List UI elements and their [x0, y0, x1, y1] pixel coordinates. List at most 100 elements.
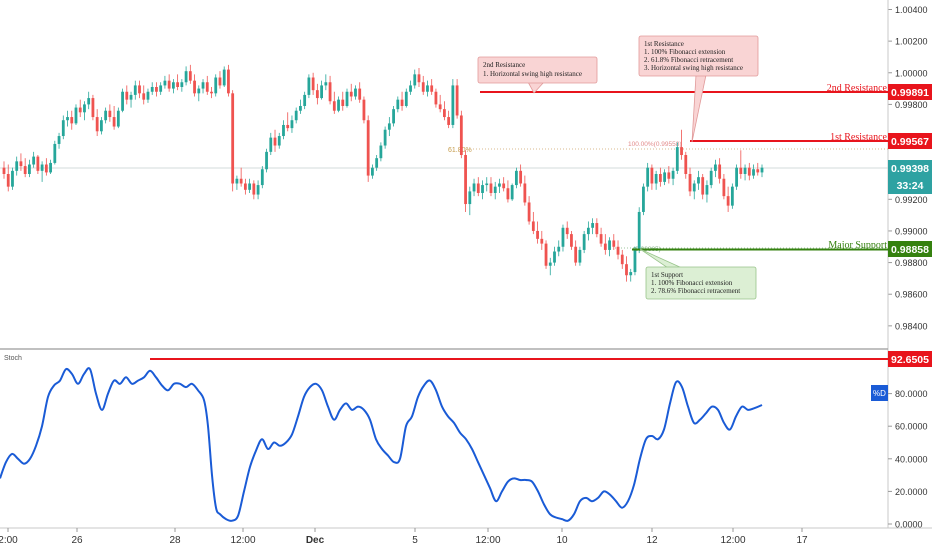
price-tick-label-1: 1.00200: [895, 37, 928, 47]
candle: [523, 175, 527, 206]
annotation-r1-line2: 1. 100% Fibonacci extension: [644, 48, 726, 56]
major-support-label: Major Support: [828, 240, 887, 251]
candle: [510, 183, 514, 201]
candle: [188, 64, 192, 84]
candle: [451, 79, 455, 129]
candle: [6, 164, 10, 192]
candle: [438, 94, 442, 113]
price-pane[interactable]: 1.004001.002001.000000.998000.996000.994…: [0, 0, 932, 528]
time-axis[interactable]: 2:00 26 28 12:00 Dec 5 12:00 10 12 12:00 17: [0, 528, 808, 546]
candle: [99, 117, 103, 135]
annotation-first-support[interactable]: 1st Support 1. 100% Fibonacci extension …: [639, 248, 757, 300]
price-tick-label-0: 1.00400: [895, 5, 928, 15]
candle: [61, 115, 65, 140]
stoch-series-tag: %D: [871, 385, 888, 401]
fib-618-label: 61.80%: [448, 147, 472, 154]
candle: [714, 159, 717, 178]
candle: [396, 96, 400, 113]
candle: [294, 107, 298, 124]
candle: [747, 162, 751, 181]
candle: [642, 183, 645, 216]
svg-text:92.6505: 92.6505: [891, 354, 929, 366]
candle: [379, 142, 383, 162]
candle: [675, 142, 679, 174]
second-resistance-label: 2nd Resistance: [827, 83, 888, 94]
candle: [574, 240, 578, 266]
candle: [328, 75, 332, 105]
candle: [116, 107, 120, 129]
time-tick-label-7: 10: [556, 535, 568, 546]
candle: [392, 105, 395, 127]
candle: [387, 117, 391, 137]
fib-extension-label: 100.00%(0.99558): [628, 141, 682, 148]
candle: [345, 88, 349, 108]
annotation-r1-line3: 2. 61.8% Fibonacci retracement: [644, 56, 733, 64]
candle: [44, 158, 48, 176]
candle: [349, 83, 353, 102]
candle: [366, 115, 370, 182]
annotation-r2-line2: 1. Horizontal swing high resistance: [483, 70, 582, 78]
candle: [167, 74, 171, 92]
candle: [650, 164, 654, 190]
candle: [506, 180, 510, 203]
candle: [184, 66, 188, 86]
stoch-pane[interactable]: Stoch 80.0000 60.0000 40.0000 20.0000 0.0000…: [0, 351, 932, 530]
candle: [91, 94, 95, 121]
candle: [210, 87, 213, 99]
first-resistance-label: 1st Resistance: [830, 132, 887, 143]
candle: [53, 140, 57, 165]
candle: [231, 90, 235, 192]
candle: [400, 91, 404, 111]
candle: [692, 180, 696, 200]
candle: [485, 177, 489, 192]
candle: [28, 159, 31, 178]
candle: [201, 79, 205, 94]
price-tag-major-support: 0.98858: [888, 241, 932, 257]
candle: [459, 110, 463, 159]
price-tick-label-10: 0.98400: [895, 321, 928, 331]
stoch-d-line: [0, 367, 763, 522]
candle: [320, 80, 323, 100]
candle: [218, 71, 222, 89]
candle: [176, 74, 180, 91]
candle: [730, 183, 734, 209]
candle: [701, 174, 705, 200]
candle: [180, 79, 184, 92]
candle: [125, 85, 129, 105]
candle: [112, 105, 116, 130]
annotation-second-resistance[interactable]: 2nd Resistance 1. Horizontal swing high …: [477, 56, 598, 94]
candle: [337, 96, 340, 113]
time-tick-label-5: 5: [412, 535, 418, 546]
candle: [430, 79, 434, 95]
bar-countdown: 33:24: [897, 180, 924, 192]
candle: [243, 178, 247, 195]
svg-text:0.99891: 0.99891: [891, 87, 929, 99]
candle: [260, 166, 264, 189]
candle: [688, 167, 692, 197]
price-tick-label-8: 0.98800: [895, 258, 928, 268]
candle: [19, 153, 23, 171]
candle: [375, 155, 379, 171]
candle: [57, 132, 61, 149]
annotation-r1-line4: 3. Horizontal swing high resistance: [644, 64, 743, 72]
candle: [354, 85, 357, 100]
candle: [78, 99, 82, 118]
candle: [299, 99, 302, 114]
candle: [536, 221, 539, 244]
candle: [493, 181, 497, 200]
candle: [104, 107, 108, 124]
candle: [697, 170, 700, 190]
candle: [561, 224, 565, 252]
annotation-first-resistance[interactable]: 1st Resistance 1. 100% Fibonacci extensi…: [638, 35, 759, 143]
annotation-s1-line1: 1st Support: [651, 271, 683, 279]
time-tick-label-0: 2:00: [0, 535, 18, 546]
candle: [269, 132, 273, 156]
candle: [256, 180, 260, 200]
candle: [413, 69, 417, 89]
candle: [578, 246, 582, 266]
candle: [87, 91, 91, 110]
candle: [205, 75, 209, 95]
time-tick-label-1: 26: [71, 535, 83, 546]
candle: [150, 82, 154, 95]
candle: [735, 164, 738, 190]
